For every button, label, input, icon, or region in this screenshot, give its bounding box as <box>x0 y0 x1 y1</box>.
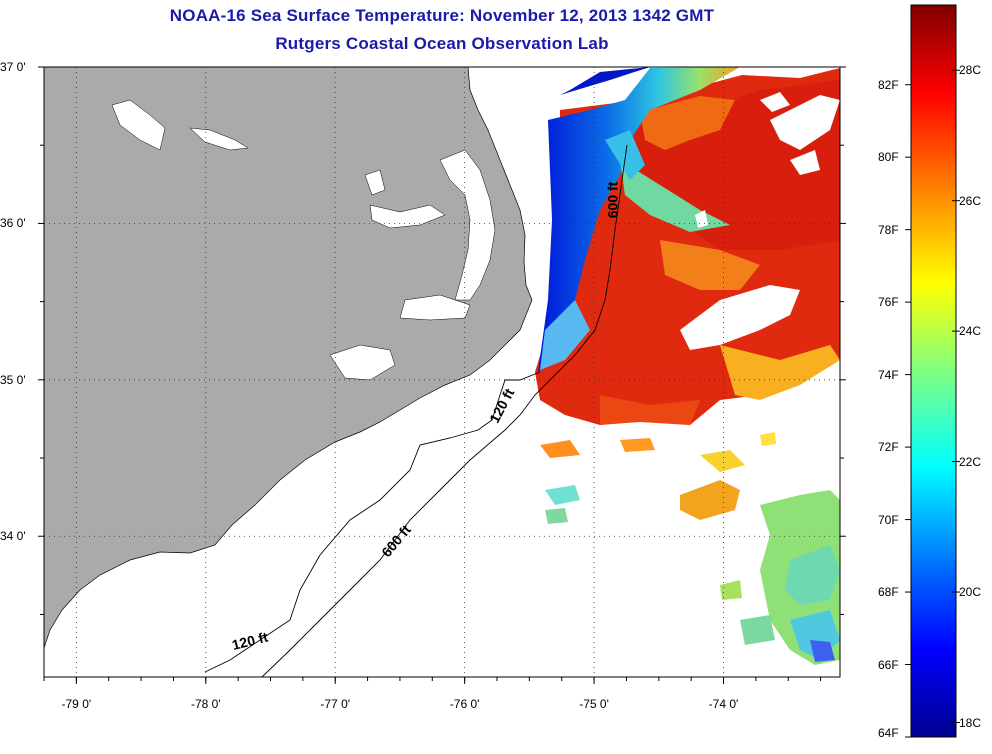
depth-contours <box>204 144 628 677</box>
longitude-label: -77 0' <box>320 697 351 711</box>
latitude-label: 34 0' <box>0 529 26 544</box>
map-subtitle: Rutgers Coastal Ocean Observation Lab <box>275 34 609 53</box>
colorbar-fahrenheit-label: 82F <box>878 77 899 92</box>
longitude-label: -79 0' <box>61 697 92 711</box>
colorbar-celsius-label: 26C <box>959 193 982 208</box>
colorbar-fahrenheit-label: 68F <box>878 585 899 600</box>
map-border <box>43 66 841 678</box>
colorbar-celsius-label: 20C <box>959 585 982 600</box>
colorbar-fahrenheit-label: 74F <box>878 367 899 382</box>
longitude-label: -75 0' <box>579 697 609 711</box>
sst-data-layer <box>535 67 840 665</box>
colorbar-fahrenheit-label: 80F <box>878 150 899 165</box>
colorbar-fahrenheit-label: 76F <box>878 295 899 310</box>
graticule <box>44 67 840 677</box>
latitude-label: 35 0' <box>0 372 26 387</box>
latitude-label: 37 0' <box>0 60 26 74</box>
colorbar-ticks <box>905 69 960 738</box>
colorbar <box>910 4 957 738</box>
colorbar-celsius-label: 22C <box>959 454 982 469</box>
contour-label: 600 ft <box>604 181 620 218</box>
colorbar-fahrenheit-label: 72F <box>878 440 899 455</box>
colorbar-celsius-label: 24C <box>959 324 982 339</box>
longitude-label: -76 0' <box>449 697 480 711</box>
longitude-label: -74 0' <box>708 697 739 711</box>
colorbar-fahrenheit-label: 78F <box>878 222 899 237</box>
colorbar-fahrenheit-label: 64F <box>878 726 899 740</box>
axis-ticks <box>38 66 846 684</box>
colorbar-celsius-label: 18C <box>959 715 982 730</box>
coastal-sounds <box>111 99 496 381</box>
colorbar-fahrenheit-label: 70F <box>878 512 899 527</box>
latitude-label: 36 0' <box>0 216 26 231</box>
map-title: NOAA-16 Sea Surface Temperature: Novembe… <box>169 6 715 25</box>
colorbar-fahrenheit-label: 66F <box>878 657 899 672</box>
colorbar-celsius-label: 28C <box>959 63 982 78</box>
longitude-label: -78 0' <box>190 697 221 711</box>
